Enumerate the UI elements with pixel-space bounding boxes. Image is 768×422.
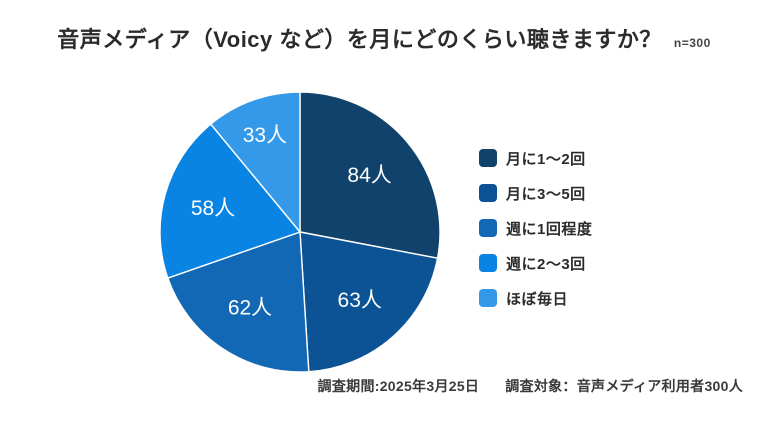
legend-label: 週に1回程度 bbox=[506, 220, 593, 238]
legend-swatch bbox=[479, 184, 497, 202]
legend-label: 月に3〜5回 bbox=[506, 185, 586, 203]
legend-label: ほぼ毎日 bbox=[506, 290, 569, 308]
legend-item: 月に3〜5回 bbox=[479, 184, 592, 203]
chart-header: 音声メディア（Voicy など）を月にどのくらい聴きますか？ n=300 bbox=[0, 22, 768, 54]
pie-slice-value-label: 62人 bbox=[228, 297, 272, 320]
pie-slice-value-label: 33人 bbox=[243, 124, 287, 147]
legend-item: 週に1回程度 bbox=[479, 219, 593, 238]
legend-label: 月に1〜2回 bbox=[506, 150, 586, 168]
legend-item: 週に2〜3回 bbox=[479, 254, 592, 273]
pie-slice-4 bbox=[159, 123, 301, 279]
legend-swatch bbox=[479, 254, 497, 272]
survey-period: 調査期間:2025年3月25日 bbox=[317, 378, 480, 394]
legend: 月に1〜2回 月に3〜5回 週に1回程度 週に2〜3回 ほぼ毎日 bbox=[479, 149, 593, 308]
chart-title: 音声メディア（Voicy など）を月にどのくらい聴きますか？ bbox=[57, 27, 662, 52]
survey-target: 調査対象：音声メディア利用者300人 bbox=[505, 378, 743, 394]
pie-slice-5 bbox=[210, 91, 301, 233]
pie-slice-2 bbox=[299, 231, 439, 373]
legend-swatch bbox=[479, 289, 497, 307]
sample-size-note: n=300 bbox=[673, 36, 711, 50]
legend-item: 月に1〜2回 bbox=[479, 149, 592, 168]
pie-slice-value-label: 63人 bbox=[338, 289, 382, 312]
legend-item: ほぼ毎日 bbox=[479, 289, 592, 308]
pie-slice-value-label: 84人 bbox=[347, 164, 391, 187]
pie-slice-value-label: 58人 bbox=[191, 197, 235, 220]
legend-label: 週に2〜3回 bbox=[506, 255, 586, 273]
chart-footer: 調査期間:2025年3月25日 調査対象：音声メディア利用者300人 bbox=[318, 376, 743, 396]
legend-swatch bbox=[479, 219, 497, 237]
legend-swatch bbox=[479, 149, 497, 167]
pie-slice-3 bbox=[167, 231, 310, 373]
pie-slice-1 bbox=[299, 91, 441, 259]
